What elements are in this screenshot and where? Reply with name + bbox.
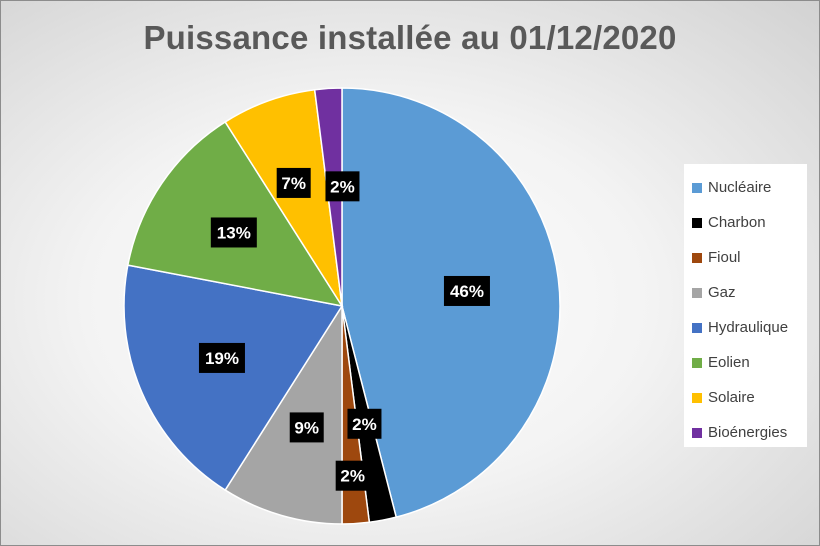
legend-swatch — [692, 322, 702, 333]
data-label-charbon: 2% — [347, 408, 382, 439]
data-label-fioul-box — [335, 460, 370, 491]
data-label-gaz-box — [289, 412, 324, 443]
legend-swatch — [692, 392, 702, 403]
legend-label: Hydraulique — [708, 319, 789, 336]
legend-label: Charbon — [708, 214, 766, 231]
data-label-fioul-text: 2% — [340, 467, 365, 486]
data-label-nucléaire: 46% — [443, 275, 490, 306]
legend-swatch — [692, 182, 702, 193]
legend-label: Fioul — [708, 249, 741, 266]
legend-label: Bioénergies — [708, 424, 788, 441]
legend-swatch — [692, 287, 702, 298]
data-label-charbon-text: 2% — [352, 415, 377, 434]
data-label-bioénergies-box — [325, 171, 360, 202]
legend-swatch — [692, 427, 702, 438]
data-label-hydraulique: 19% — [198, 342, 245, 373]
data-label-bioénergies: 2% — [325, 171, 360, 202]
legend-item-bioénergies: Bioénergies — [684, 415, 807, 450]
data-label-gaz: 9% — [289, 412, 324, 443]
legend-label: Solaire — [708, 389, 755, 406]
data-label-solaire: 7% — [276, 167, 311, 198]
legend-item-fioul: Fioul — [684, 240, 807, 275]
pie-slice-hydraulique — [123, 264, 344, 492]
data-label-solaire-text: 7% — [281, 174, 306, 193]
data-label-hydraulique-text: 19% — [205, 349, 239, 368]
data-label-fioul: 2% — [335, 460, 370, 491]
data-label-eolien: 13% — [210, 217, 257, 248]
data-label-hydraulique-box — [198, 342, 245, 373]
legend-swatch — [692, 252, 702, 263]
legend-label: Gaz — [708, 284, 736, 301]
legend-swatch — [692, 217, 702, 228]
legend-label: Nucléaire — [708, 179, 772, 196]
legend-item-nucléaire: Nucléaire — [684, 170, 807, 205]
data-label-charbon-box — [347, 408, 382, 439]
legend-item-gaz: Gaz — [684, 275, 807, 310]
data-label-eolien-text: 13% — [217, 223, 251, 242]
data-label-nucléaire-box — [443, 275, 490, 306]
legend-label: Eolien — [708, 354, 750, 371]
legend-swatch — [692, 357, 702, 368]
data-label-solaire-box — [276, 167, 311, 198]
chart-title: Puissance installée au 01/12/2020 — [143, 19, 677, 56]
data-label-bioénergies-text: 2% — [330, 177, 355, 196]
legend-item-charbon: Charbon — [684, 205, 807, 240]
chart-legend: Nucléaire Charbon Fioul Gaz Hydraulique Eolie… — [684, 164, 807, 447]
pie-slice-gaz — [224, 303, 343, 525]
pie-slice-eolien — [126, 120, 344, 308]
legend-item-hydraulique: Hydraulique — [684, 310, 807, 345]
legend-item-eolien: Eolien — [684, 345, 807, 380]
legend-item-solaire: Solaire — [684, 380, 807, 415]
data-label-nucléaire-text: 46% — [450, 282, 484, 301]
data-label-gaz-text: 9% — [294, 418, 319, 437]
data-label-eolien-box — [210, 217, 257, 248]
